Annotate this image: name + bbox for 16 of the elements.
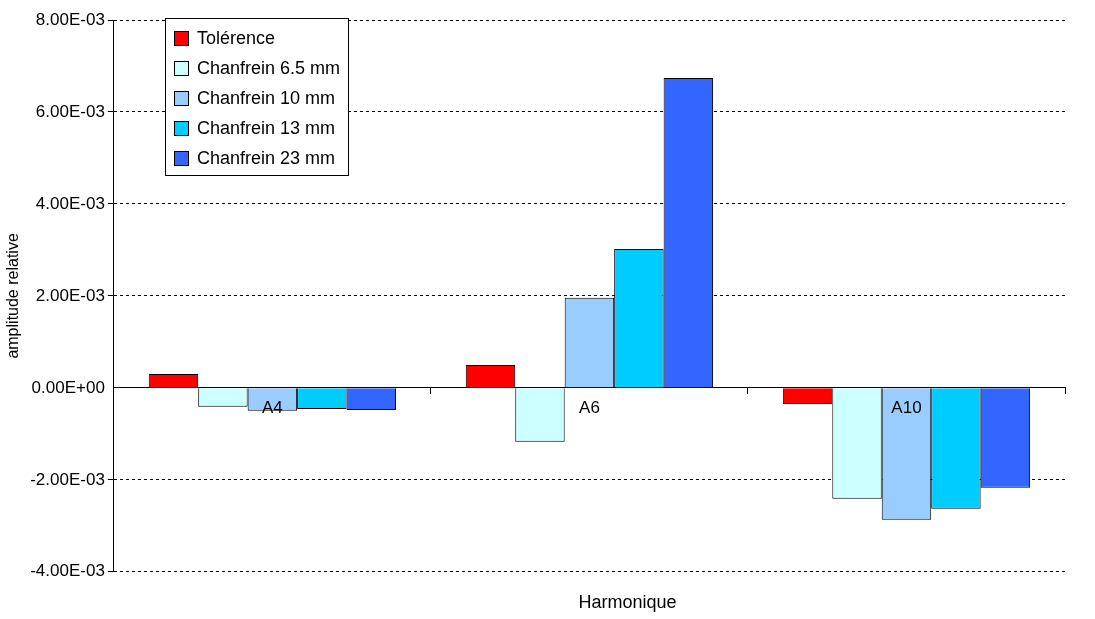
y-tick-label: 0.00E+00 xyxy=(31,377,105,397)
x-tick-label: A10 xyxy=(891,398,922,418)
x-axis-title: Harmonique xyxy=(577,592,678,613)
legend-label: Chanfrein 6.5 mm xyxy=(197,57,341,79)
x-tick-label: A6 xyxy=(579,398,600,418)
legend-label: Tolérence xyxy=(197,27,276,49)
y-tick-label: 4.00E-03 xyxy=(35,193,105,213)
y-tick-label: -4.00E-03 xyxy=(30,561,105,581)
legend-label: Chanfrein 10 mm xyxy=(197,87,336,109)
legend-label: Chanfrein 13 mm xyxy=(197,117,336,139)
y-tick-label: 6.00E-03 xyxy=(35,101,105,121)
y-tick-label: -2.00E-03 xyxy=(30,469,105,489)
y-tick-label: 2.00E-03 xyxy=(35,285,105,305)
y-tick-label: 8.00E-03 xyxy=(35,9,105,29)
legend-label: Chanfrein 23 mm xyxy=(197,147,336,169)
y-axis-title: amplitude relative xyxy=(4,233,22,359)
